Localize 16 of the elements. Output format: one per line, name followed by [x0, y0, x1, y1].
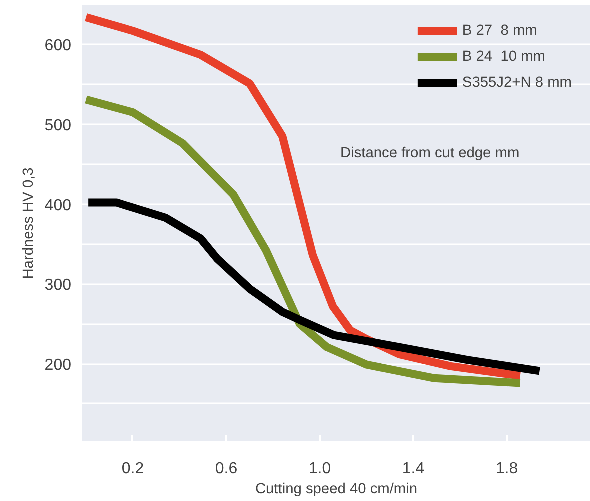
x-tick-label: 1.0	[308, 460, 332, 478]
x-tick-label: 1.8	[496, 460, 518, 478]
y-axis-title: Hardness HV 0,3	[20, 168, 37, 280]
x-tick-label: 0.2	[122, 460, 144, 478]
x-axis-title: Cutting speed 40 cm/min	[255, 482, 418, 498]
y-tick-label: 200	[44, 357, 72, 374]
x-tick-label: 0.6	[215, 460, 238, 478]
legend-label: S355J2+N 8 mm	[462, 75, 572, 91]
y-tick-label: 600	[44, 38, 72, 55]
legend-label: B 24 10 mm	[462, 49, 546, 65]
x-tick-label: 1.4	[402, 460, 425, 478]
annotation: Distance from cut edge mm	[340, 146, 520, 162]
legend-label: B 27 8 mm	[462, 23, 538, 39]
y-tick-label: 500	[44, 117, 72, 134]
y-tick-label: 400	[44, 197, 72, 214]
y-tick-label: 300	[44, 277, 72, 294]
